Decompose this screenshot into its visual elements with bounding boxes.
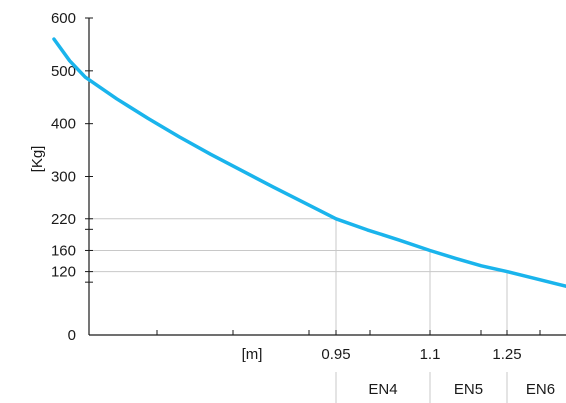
length-classes: EN4 EN5 EN6 <box>335 372 555 403</box>
y-tick-label: 160 <box>51 242 76 259</box>
x-tick-label: 0.95 <box>321 346 350 363</box>
reference-lines <box>89 218 508 335</box>
class-label: EN4 <box>368 381 397 398</box>
series <box>52 37 566 288</box>
class-label: EN6 <box>526 381 555 398</box>
y-ticks: 0 120 160 220 300 400 500 600 <box>51 10 93 344</box>
y-tick-label: 0 <box>68 327 76 344</box>
x-ticks: 0.95 1.1 1.25 <box>156 330 541 363</box>
series-line <box>52 37 566 288</box>
axes <box>88 18 566 336</box>
x-tick-label: 1.1 <box>420 346 441 363</box>
class-label: EN5 <box>454 381 483 398</box>
y-tick-label: 300 <box>51 169 76 186</box>
y-axis-label: [Kg] <box>29 146 46 173</box>
x-tick-label: 1.25 <box>492 346 521 363</box>
y-tick-label: 500 <box>51 63 76 80</box>
y-tick-label: 220 <box>51 211 76 228</box>
y-tick-label: 600 <box>51 10 76 27</box>
y-tick-label: 400 <box>51 116 76 133</box>
y-tick-label: 120 <box>51 264 76 281</box>
x-axis-label: [m] <box>242 346 263 363</box>
